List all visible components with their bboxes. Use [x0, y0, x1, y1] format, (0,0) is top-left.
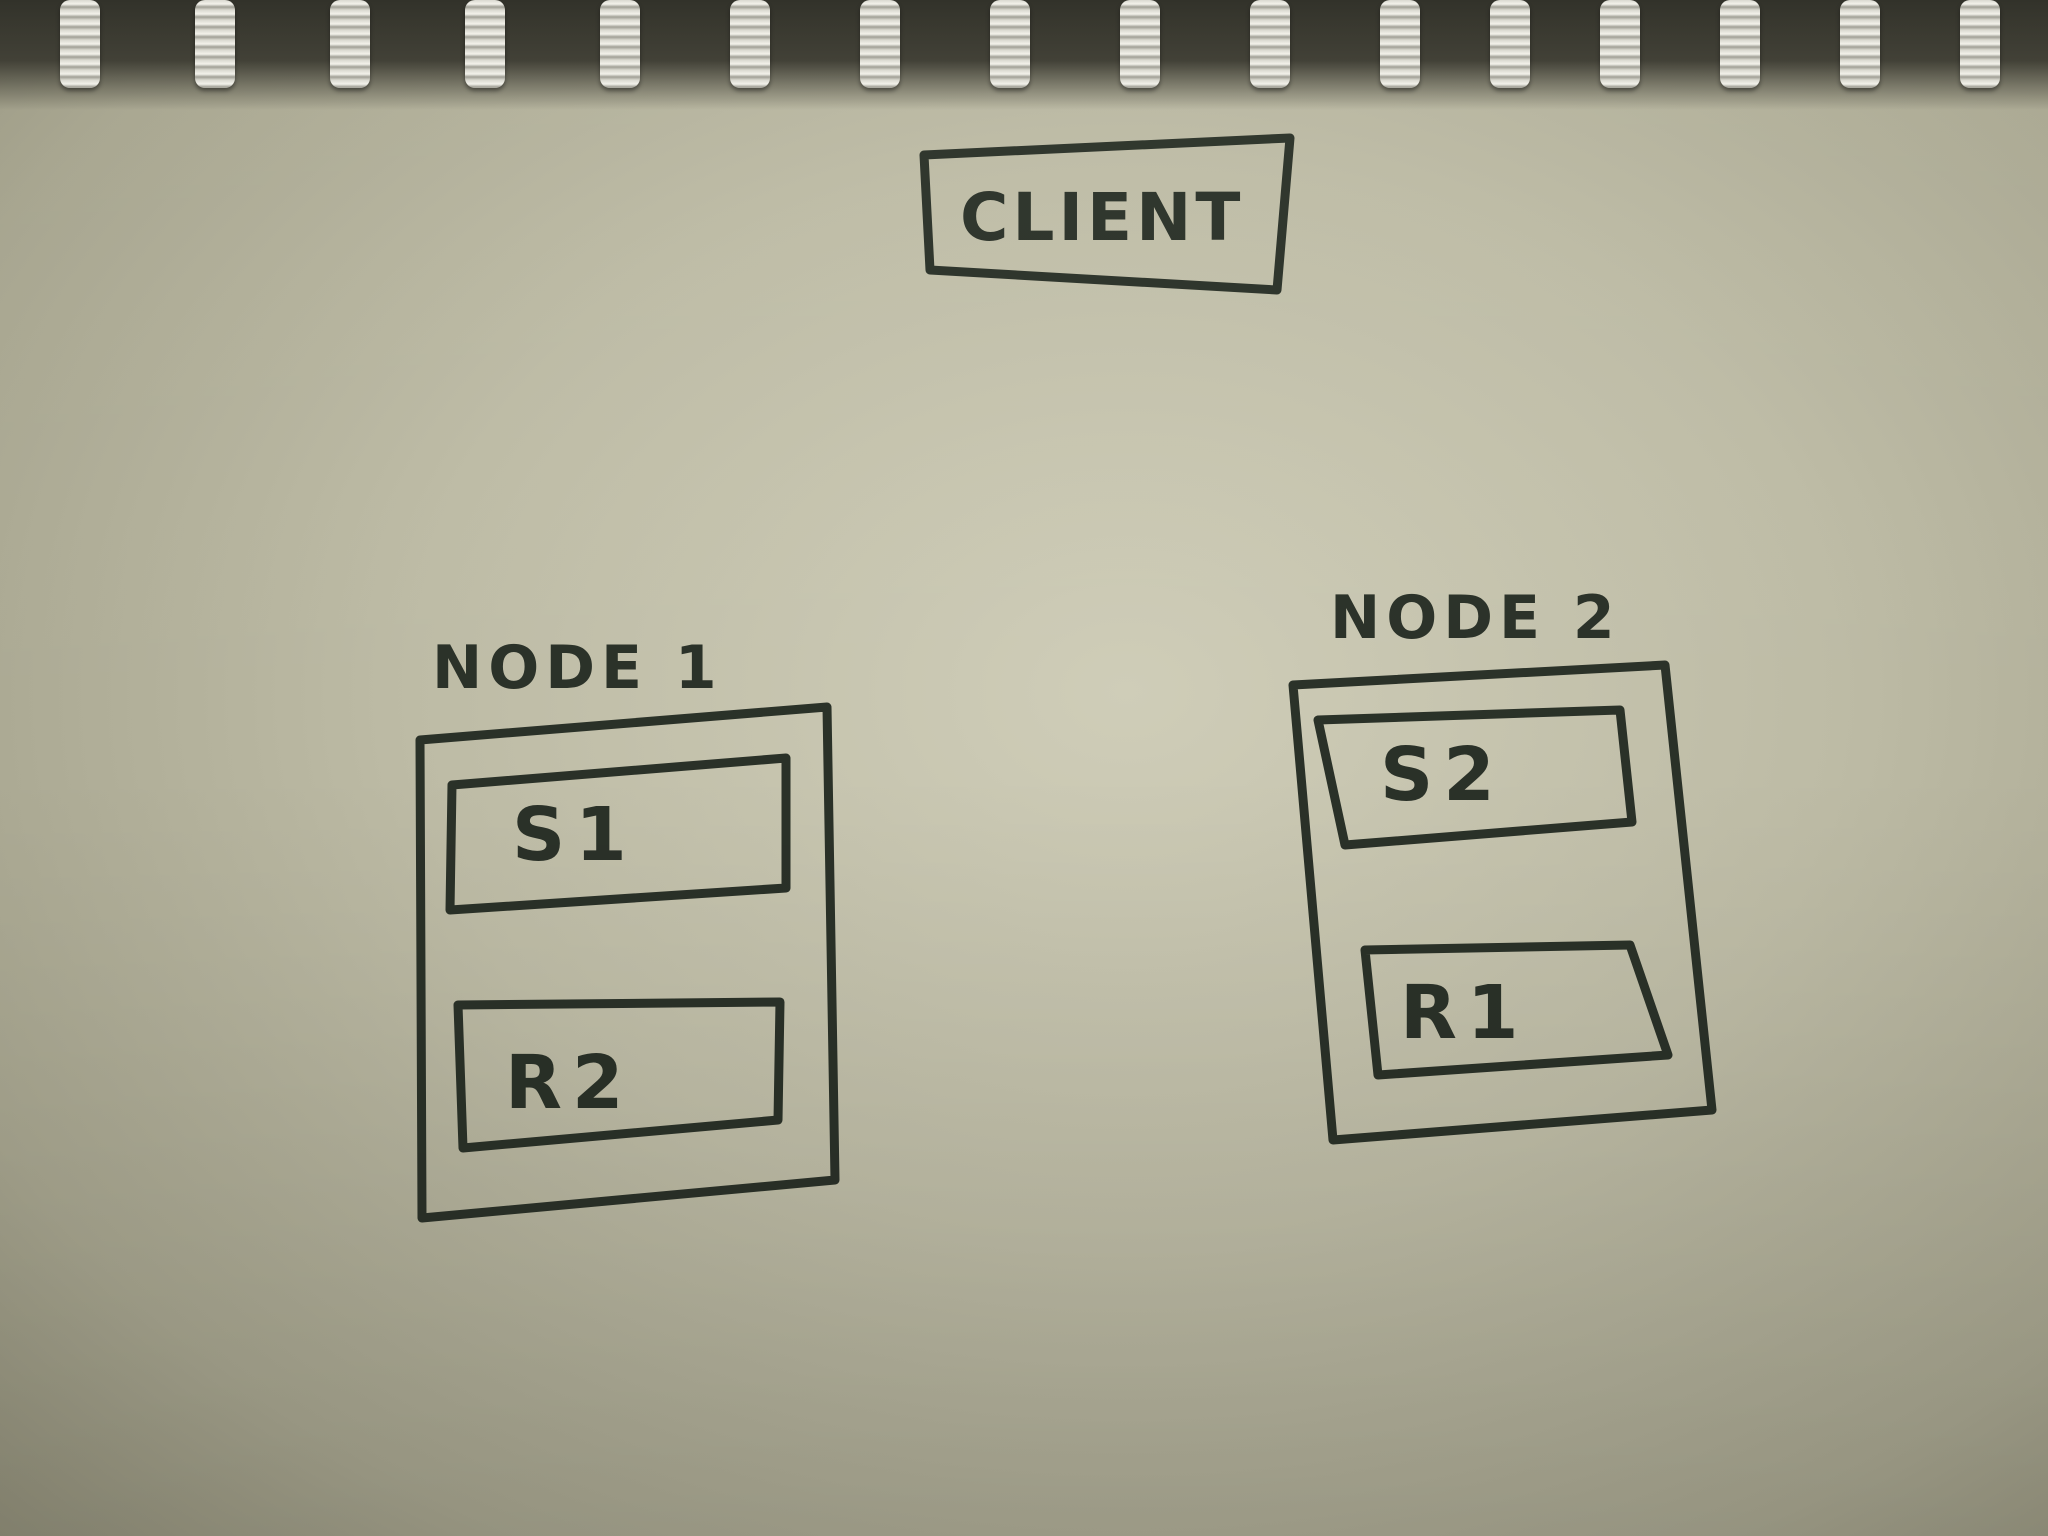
node-2-label: NODE 2: [1330, 583, 1621, 653]
slot-label-s1: S1: [512, 792, 637, 878]
node-1-outline: [415, 702, 840, 1223]
node-1-slot-r2: R2: [453, 997, 785, 1153]
client-box-outline: [919, 133, 1295, 295]
node-1-label: NODE 1: [432, 633, 723, 703]
spiral-binding: [0, 0, 2048, 110]
slot-box-r1: [1360, 940, 1673, 1080]
client-box: CLIENT: [919, 133, 1295, 295]
node-2-slot-r1: R1: [1360, 940, 1673, 1080]
slot-label-r1: R1: [1400, 970, 1528, 1056]
slot-box-s2: [1313, 705, 1637, 850]
slot-label-s2: S2: [1380, 732, 1505, 818]
node-1: NODE 1 S1 R2: [415, 633, 840, 1223]
slot-box-r2: [453, 997, 785, 1153]
node-2-outline: [1288, 660, 1717, 1145]
node-2: NODE 2 S2 R1: [1288, 583, 1717, 1145]
slot-box-s1: [445, 753, 791, 915]
client-label: CLIENT: [960, 179, 1244, 256]
node-2-slot-s2: S2: [1313, 705, 1637, 850]
node-1-slot-s1: S1: [445, 753, 791, 915]
slot-label-r2: R2: [505, 1040, 633, 1126]
